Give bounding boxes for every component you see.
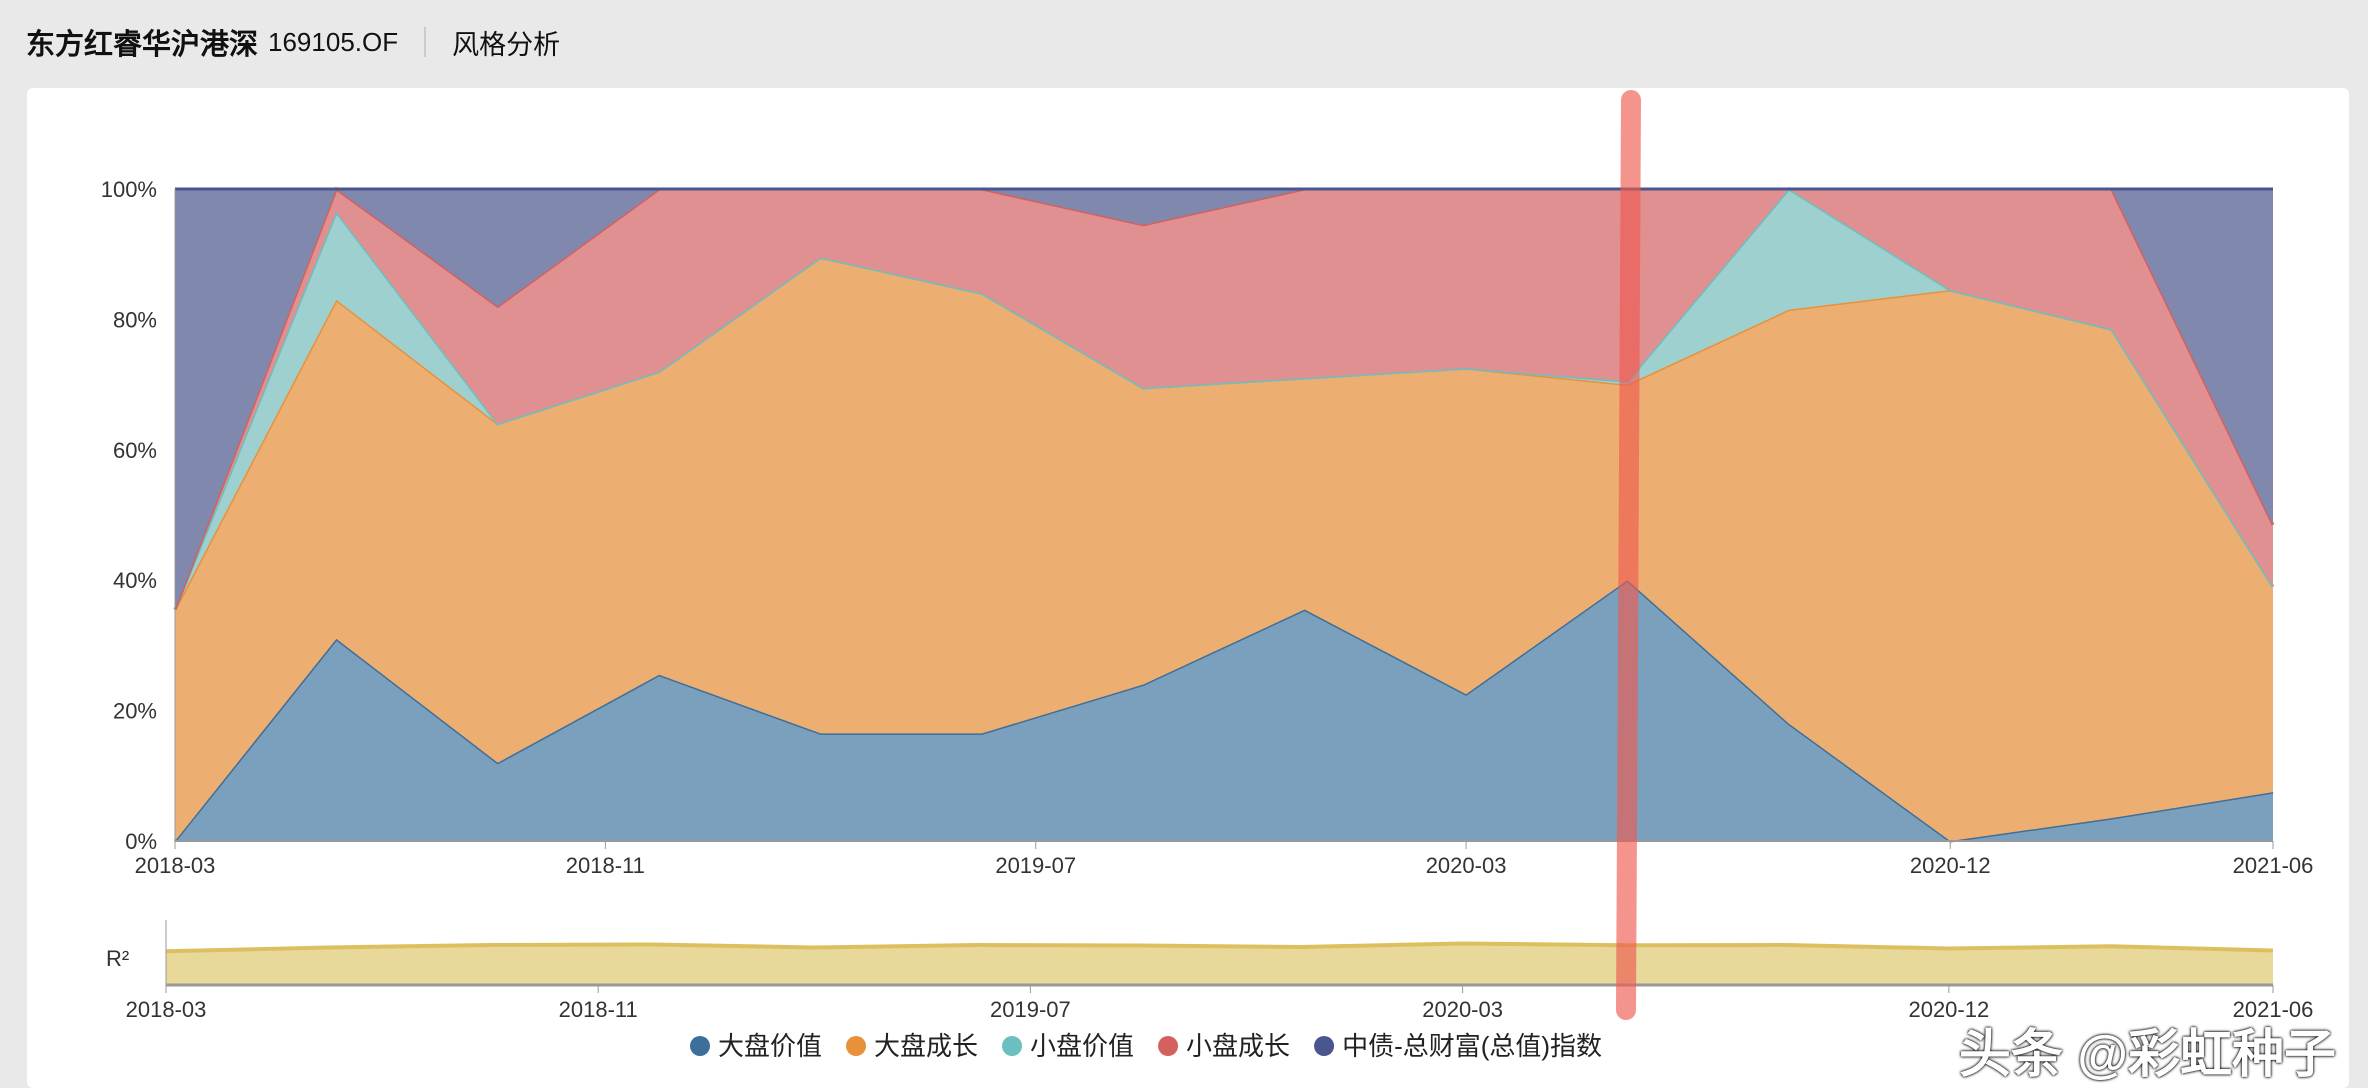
legend-label: 小盘成长 — [1186, 1031, 1290, 1061]
r2-x-tick-label: 2019-07 — [990, 997, 1071, 1022]
x-tick-label: 2018-03 — [135, 853, 216, 878]
legend-label: 大盘成长 — [874, 1031, 978, 1061]
legend-dot-icon — [846, 1036, 867, 1056]
legend-item-3[interactable]: 小盘成长 — [1158, 1031, 1290, 1061]
r2-x-tick-label: 2018-03 — [126, 997, 207, 1022]
watermark: 头条 @彩虹种子 — [1958, 1026, 2336, 1084]
r2-x-tick-label: 2020-12 — [1908, 997, 1989, 1022]
legend-dot-icon — [690, 1036, 710, 1056]
legend-label: 大盘价值 — [718, 1031, 822, 1061]
legend-dot-icon — [1002, 1036, 1023, 1056]
fund-code: 169105.OF — [268, 26, 399, 57]
legend-label: 中债-总财富(总值)指数 — [1342, 1031, 1602, 1061]
r2-x-tick-label: 2018-11 — [559, 997, 638, 1022]
y-tick-label: 40% — [113, 568, 157, 593]
y-tick-label: 20% — [113, 699, 157, 724]
legend-item-2[interactable]: 小盘价值 — [1002, 1031, 1134, 1061]
legend-item-1[interactable]: 大盘成长 — [846, 1031, 978, 1061]
x-tick-label: 2019-07 — [995, 853, 1076, 878]
legend-item-0[interactable]: 大盘价值 — [690, 1031, 822, 1061]
y-tick-label: 80% — [113, 307, 157, 332]
divider — [424, 27, 427, 57]
area-series-2 — [175, 189, 2273, 610]
legend-item-4[interactable]: 中债-总财富(总值)指数 — [1314, 1031, 1602, 1061]
y-tick-label: 100% — [101, 177, 157, 202]
line-series-0 — [173, 578, 2274, 843]
legend-dot-icon — [1314, 1036, 1335, 1056]
r2-x-tick-label: 2020-03 — [1422, 997, 1503, 1022]
legend-dot-icon — [1158, 1036, 1179, 1056]
r2-x-tick-label: 2021-06 — [2233, 997, 2314, 1022]
x-tick-label: 2020-12 — [1910, 853, 1991, 878]
fund-name: 东方红睿华沪港深 — [26, 29, 259, 61]
area-series-3 — [175, 189, 2273, 610]
r2-label: R² — [106, 946, 129, 971]
area-series-1 — [175, 257, 2273, 842]
r2-line — [165, 941, 2274, 954]
x-tick-label: 2018-11 — [566, 853, 645, 878]
legend-label: 小盘价值 — [1030, 1031, 1134, 1061]
page-header: 东方红睿华沪港深 169105.OF 风格分析 — [26, 20, 560, 64]
y-tick-label: 0% — [125, 829, 157, 854]
highlight-marker — [1616, 90, 1641, 1020]
y-tick-label: 60% — [113, 438, 157, 463]
x-tick-label: 2021-06 — [2233, 853, 2314, 878]
r2-area — [166, 943, 2273, 985]
section-title[interactable]: 风格分析 — [452, 29, 561, 60]
area-series-0 — [175, 580, 2273, 841]
x-tick-label: 2020-03 — [1426, 853, 1507, 878]
